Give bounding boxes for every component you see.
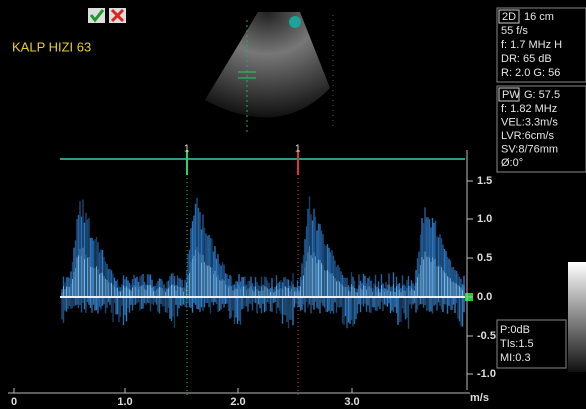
panel-line: 55 f/s xyxy=(501,25,528,37)
gray-bar xyxy=(568,262,586,372)
depth: 16 cm xyxy=(524,11,554,23)
panel-line: Ø:0° xyxy=(501,157,523,169)
time-label: 1.0 xyxy=(117,396,132,408)
velocity-label: 0.5 xyxy=(477,252,492,264)
panel-line: P:0dB xyxy=(500,324,530,336)
velocity-label: 1.5 xyxy=(477,175,492,187)
panel-line: f: 1.7 MHz H xyxy=(501,39,562,51)
panel-line: SV:8/76mm xyxy=(501,143,558,155)
velocity-unit: m/s xyxy=(470,392,489,404)
velocity-label: 1.0 xyxy=(477,213,492,225)
time-label: 2.0 xyxy=(230,396,245,408)
panel-line: DR: 65 dB xyxy=(501,53,552,65)
panel-line: TIs:1.5 xyxy=(500,338,534,350)
panel-line: VEL:3.3m/s xyxy=(501,116,558,128)
panel-line: f: 1.82 MHz xyxy=(501,103,557,115)
velocity-label: 0.0 xyxy=(477,291,492,303)
panel-line: LVR:6cm/s xyxy=(501,130,554,142)
marker-label: 1 xyxy=(295,144,301,155)
gain: G: 57.5 xyxy=(524,89,560,101)
mode-label: PW xyxy=(502,89,520,101)
time-label: 3.0 xyxy=(344,396,359,408)
panel-line: R: 2.0 G: 56 xyxy=(501,67,560,79)
marker-label: 1 xyxy=(184,144,190,155)
time-label: 0 xyxy=(11,396,17,408)
ultrasound-screen: KALP HIZI 63 2D 16 cm 55 f/s f: 1.7 MHz H… xyxy=(0,0,586,409)
orientation-dot xyxy=(289,16,301,28)
velocity-label: -0.5 xyxy=(477,330,496,342)
mode-label: 2D xyxy=(502,11,516,23)
velocity-label: -1.0 xyxy=(477,368,496,380)
heart-rate: KALP HIZI 63 xyxy=(12,39,91,54)
panel-line: MI:0.3 xyxy=(500,352,531,364)
